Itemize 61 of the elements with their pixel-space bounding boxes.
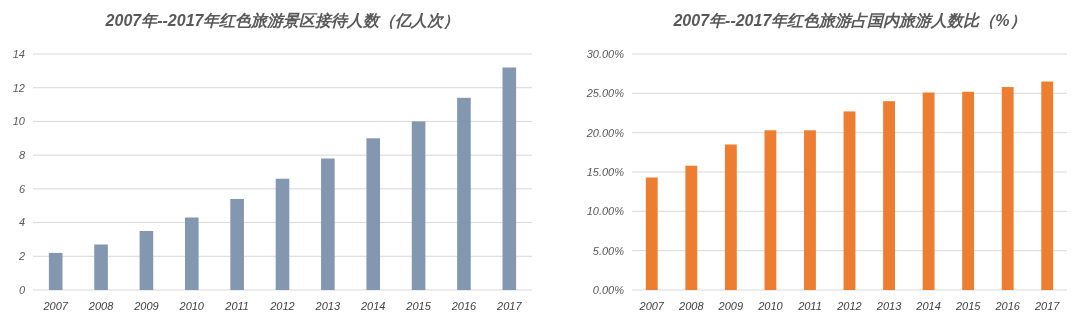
x-tick-label: 2014 <box>915 300 941 312</box>
bar <box>411 121 426 290</box>
x-tick-label: 2007 <box>638 300 665 312</box>
y-tick-label: 25.00% <box>585 87 625 100</box>
y-tick-label: 20.00% <box>585 126 625 139</box>
bar <box>883 101 895 290</box>
x-tick-label: 2014 <box>359 300 386 312</box>
bar <box>685 165 698 290</box>
y-tick-label: 30.00% <box>586 47 625 60</box>
x-tick-label: 2015 <box>405 300 432 312</box>
bar <box>457 97 471 290</box>
bar <box>843 111 856 290</box>
x-tick-label: 2011 <box>797 300 822 312</box>
y-tick-label: 4 <box>18 216 25 229</box>
x-tick-label: 2012 <box>269 300 295 312</box>
y-tick-label: 2 <box>17 250 25 263</box>
y-tick-label: 10.00% <box>586 205 625 218</box>
y-tick-label: 0 <box>18 283 26 296</box>
bar <box>230 198 244 290</box>
x-tick-label: 2013 <box>875 300 903 312</box>
x-tick-label: 2009 <box>133 300 159 312</box>
bar <box>1041 81 1054 290</box>
bar <box>804 130 816 290</box>
x-tick-label: 2017 <box>496 300 523 312</box>
x-tick-label: 2008 <box>678 300 705 312</box>
bar <box>48 252 63 290</box>
x-tick-label: 2013 <box>314 300 341 312</box>
bar <box>139 231 154 290</box>
x-tick-label: 2009 <box>717 300 744 312</box>
x-tick-label: 2011 <box>224 300 249 312</box>
bar <box>764 130 777 290</box>
y-tick-label: 14 <box>12 47 25 60</box>
bar <box>321 158 335 290</box>
bar <box>366 138 381 290</box>
x-tick-label: 2007 <box>42 300 69 312</box>
y-tick-label: 0.00% <box>592 283 625 296</box>
x-tick-label: 2012 <box>836 300 862 312</box>
bar <box>94 244 108 290</box>
x-tick-label: 2016 <box>450 300 478 312</box>
x-tick-label: 2015 <box>954 300 982 312</box>
bar <box>502 67 517 290</box>
bar <box>184 217 199 290</box>
bar <box>724 144 737 290</box>
chart-title: 2007年--2017年红色旅游占国内旅游人数比（%） <box>672 12 1026 30</box>
y-tick-label: 12 <box>12 81 25 94</box>
x-tick-label: 2016 <box>994 300 1021 312</box>
x-tick-label: 2008 <box>87 300 115 312</box>
bar <box>275 178 290 290</box>
x-tick-label: 2010 <box>178 300 205 312</box>
y-tick-label: 5.00% <box>592 244 625 257</box>
bar <box>645 177 658 290</box>
x-tick-label: 2010 <box>757 300 784 312</box>
x-tick-label: 2017 <box>1033 300 1061 312</box>
y-tick-label: 15.00% <box>586 165 625 178</box>
y-tick-label: 8 <box>18 148 26 161</box>
y-tick-label: 10 <box>12 115 26 128</box>
bar <box>962 91 975 290</box>
y-tick-label: 6 <box>18 182 26 195</box>
bar <box>922 92 935 290</box>
bar <box>1001 87 1014 290</box>
chart-title: 2007年--2017年红色旅游景区接待人数（亿人次） <box>104 12 460 30</box>
